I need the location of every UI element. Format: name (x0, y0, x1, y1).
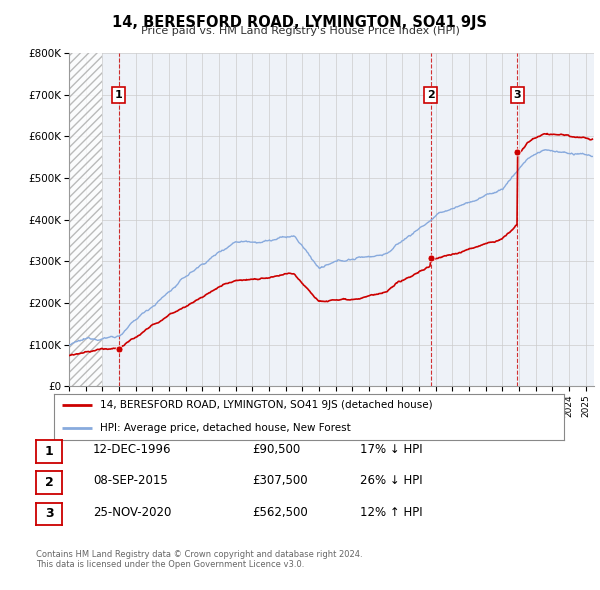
Text: 12-DEC-1996: 12-DEC-1996 (93, 443, 172, 456)
Text: 17% ↓ HPI: 17% ↓ HPI (360, 443, 422, 456)
Text: 08-SEP-2015: 08-SEP-2015 (93, 474, 168, 487)
Text: 2: 2 (427, 90, 434, 100)
Text: Contains HM Land Registry data © Crown copyright and database right 2024.: Contains HM Land Registry data © Crown c… (36, 550, 362, 559)
Bar (69, 53, 103, 386)
Text: 25-NOV-2020: 25-NOV-2020 (93, 506, 172, 519)
Text: £90,500: £90,500 (252, 443, 300, 456)
Text: 3: 3 (514, 90, 521, 100)
Text: This data is licensed under the Open Government Licence v3.0.: This data is licensed under the Open Gov… (36, 560, 304, 569)
Text: HPI: Average price, detached house, New Forest: HPI: Average price, detached house, New … (100, 423, 350, 433)
Text: Price paid vs. HM Land Registry's House Price Index (HPI): Price paid vs. HM Land Registry's House … (140, 26, 460, 36)
Text: 14, BERESFORD ROAD, LYMINGTON, SO41 9JS: 14, BERESFORD ROAD, LYMINGTON, SO41 9JS (113, 15, 487, 30)
Text: 1: 1 (45, 445, 53, 458)
Text: 12% ↑ HPI: 12% ↑ HPI (360, 506, 422, 519)
Text: £307,500: £307,500 (252, 474, 308, 487)
Text: 14, BERESFORD ROAD, LYMINGTON, SO41 9JS (detached house): 14, BERESFORD ROAD, LYMINGTON, SO41 9JS … (100, 400, 433, 410)
Text: £562,500: £562,500 (252, 506, 308, 519)
Text: 1: 1 (115, 90, 122, 100)
Text: 2: 2 (45, 476, 53, 489)
Text: 3: 3 (45, 507, 53, 520)
Text: 26% ↓ HPI: 26% ↓ HPI (360, 474, 422, 487)
